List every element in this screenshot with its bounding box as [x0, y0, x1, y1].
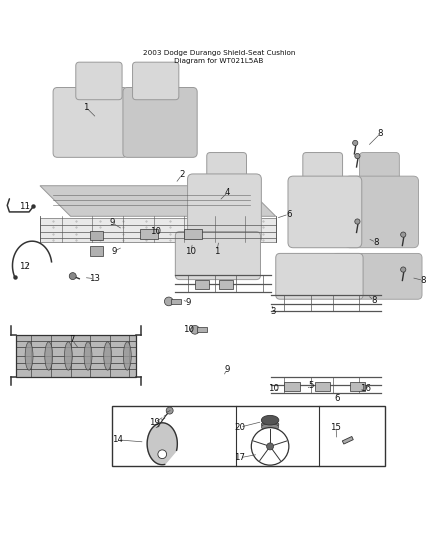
Text: 9: 9 — [110, 219, 115, 228]
Text: 6: 6 — [334, 394, 339, 403]
Circle shape — [355, 219, 360, 224]
Text: 8: 8 — [378, 129, 383, 138]
Text: 1: 1 — [214, 247, 219, 256]
Text: 8: 8 — [371, 296, 377, 305]
Bar — [197, 327, 207, 333]
Text: 17: 17 — [234, 453, 245, 462]
Text: 16: 16 — [360, 384, 371, 393]
FancyBboxPatch shape — [332, 253, 422, 299]
FancyBboxPatch shape — [187, 174, 261, 244]
Text: 1: 1 — [83, 103, 88, 111]
FancyBboxPatch shape — [288, 176, 362, 248]
Circle shape — [191, 326, 199, 334]
Text: 8: 8 — [374, 238, 379, 247]
Text: 20: 20 — [234, 423, 245, 432]
Text: 10: 10 — [268, 384, 279, 393]
Bar — [171, 299, 180, 304]
Text: 19: 19 — [149, 418, 160, 427]
Text: 11: 11 — [19, 202, 30, 211]
Text: 3: 3 — [271, 307, 276, 316]
FancyBboxPatch shape — [360, 152, 399, 185]
Polygon shape — [40, 185, 276, 216]
Text: 5: 5 — [308, 381, 314, 390]
Text: 2003 Dodge Durango Shield-Seat Cushion: 2003 Dodge Durango Shield-Seat Cushion — [143, 50, 295, 55]
Circle shape — [355, 154, 360, 159]
Bar — [285, 382, 300, 391]
Bar — [184, 229, 201, 239]
FancyBboxPatch shape — [345, 176, 419, 248]
Text: 9: 9 — [112, 247, 117, 256]
FancyBboxPatch shape — [303, 152, 343, 185]
FancyBboxPatch shape — [276, 253, 363, 299]
Circle shape — [69, 272, 76, 280]
Bar — [16, 335, 136, 376]
Circle shape — [164, 297, 173, 306]
Bar — [219, 280, 233, 289]
Polygon shape — [40, 219, 276, 243]
Ellipse shape — [261, 421, 279, 429]
Ellipse shape — [261, 424, 279, 431]
Polygon shape — [147, 423, 177, 465]
Ellipse shape — [104, 342, 112, 370]
Bar — [315, 382, 330, 391]
Bar — [141, 229, 158, 239]
Bar — [90, 246, 103, 256]
Circle shape — [401, 232, 406, 237]
Text: Diagram for WT021L5AB: Diagram for WT021L5AB — [174, 58, 264, 64]
Text: 6: 6 — [286, 209, 292, 219]
FancyBboxPatch shape — [207, 152, 247, 185]
Bar — [195, 280, 209, 289]
Ellipse shape — [25, 342, 33, 370]
Text: 10: 10 — [185, 247, 196, 256]
Bar — [90, 231, 103, 240]
Circle shape — [267, 443, 274, 450]
Text: 2: 2 — [179, 171, 185, 179]
Ellipse shape — [261, 415, 279, 425]
Bar — [112, 406, 385, 466]
Text: 7: 7 — [69, 335, 74, 344]
FancyBboxPatch shape — [133, 62, 179, 100]
Text: 12: 12 — [19, 262, 30, 271]
FancyBboxPatch shape — [76, 62, 122, 100]
FancyBboxPatch shape — [123, 87, 197, 157]
Text: 4: 4 — [225, 188, 230, 197]
Text: 10: 10 — [150, 227, 161, 236]
Bar — [350, 382, 365, 391]
Text: 9: 9 — [224, 365, 230, 374]
Text: 10: 10 — [183, 325, 194, 334]
Text: 14: 14 — [112, 435, 123, 445]
Polygon shape — [343, 437, 353, 444]
Ellipse shape — [124, 342, 131, 370]
Circle shape — [353, 140, 358, 146]
FancyBboxPatch shape — [53, 87, 127, 157]
Text: 13: 13 — [89, 274, 100, 283]
Ellipse shape — [45, 342, 53, 370]
Text: 15: 15 — [331, 423, 342, 432]
Circle shape — [251, 427, 289, 465]
Ellipse shape — [64, 342, 72, 370]
Circle shape — [158, 450, 166, 458]
Text: 8: 8 — [420, 276, 426, 285]
Text: 9: 9 — [186, 298, 191, 307]
FancyBboxPatch shape — [175, 231, 261, 280]
Circle shape — [166, 407, 173, 414]
Ellipse shape — [84, 342, 92, 370]
Circle shape — [401, 267, 406, 272]
